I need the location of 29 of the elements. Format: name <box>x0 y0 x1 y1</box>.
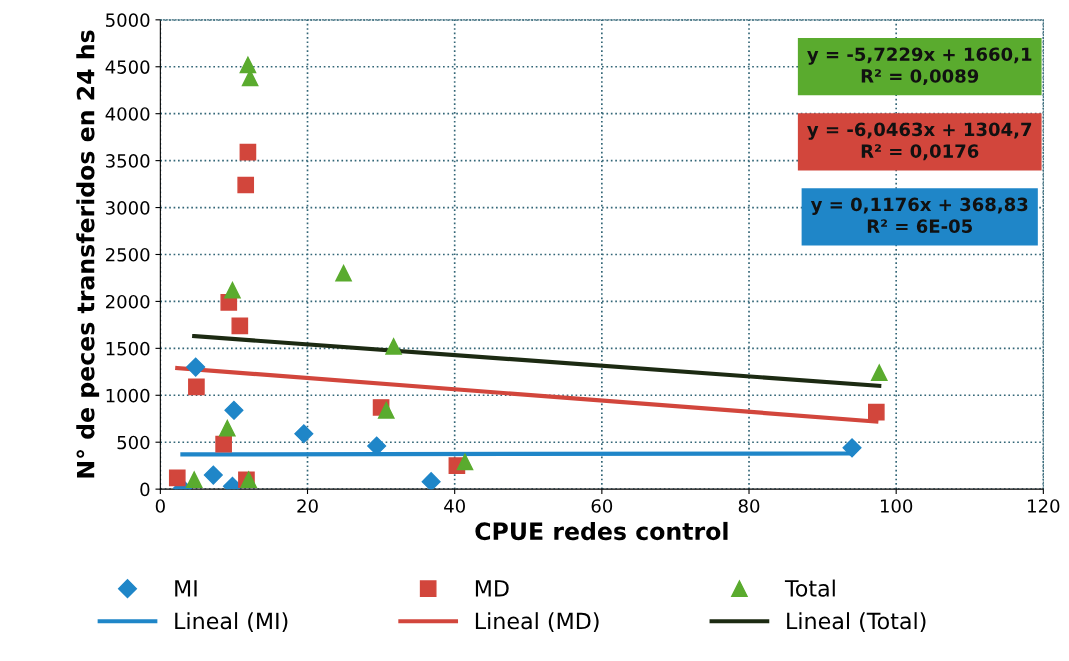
y-tick-label: 3500 <box>106 154 150 168</box>
y-tick-label: 500 <box>117 435 150 450</box>
y-tick-label: 2000 <box>106 294 150 309</box>
x-tick-label: 120 <box>1028 499 1060 513</box>
y-tick-label: 1000 <box>106 388 150 403</box>
legend-label: Lineal (Total) <box>787 612 926 632</box>
y-tick-label: 3000 <box>106 201 150 215</box>
annotation: y = -6,0463x + 1304,7 R² = 0,0176 <box>807 122 1032 161</box>
x-tick-label: 100 <box>880 499 913 513</box>
annotation: y = 0,1176x + 368,83 R² = 6E-05 <box>810 197 1028 233</box>
legend-label: Total <box>784 579 835 597</box>
legend-label: MD <box>475 580 509 597</box>
legend-label: Lineal (MI) <box>175 612 288 632</box>
legend-label: Lineal (MD) <box>475 612 599 632</box>
annotation: y = -5,7229x + 1660,1 R² = 0,0089 <box>807 47 1032 86</box>
x-tick-label: 20 <box>297 499 318 513</box>
y-tick-label: 1500 <box>106 341 150 356</box>
x-tick-label: 40 <box>444 499 465 513</box>
x-axis-title: CPUE redes control <box>475 521 728 541</box>
x-tick-label: 60 <box>591 499 613 513</box>
y-tick-label: 4000 <box>105 107 150 121</box>
y-tick-label: 0 <box>140 482 150 497</box>
y-tick-label: 4500 <box>105 60 150 74</box>
y-tick-label: 5000 <box>106 13 150 27</box>
x-tick-label: 0 <box>155 499 165 513</box>
y-tick-label: 2500 <box>106 247 150 262</box>
x-tick-label: 80 <box>738 499 760 513</box>
y-axis-title: N° de peces transferidos en 24 hs <box>76 30 100 478</box>
legend-label: MI <box>175 580 197 597</box>
